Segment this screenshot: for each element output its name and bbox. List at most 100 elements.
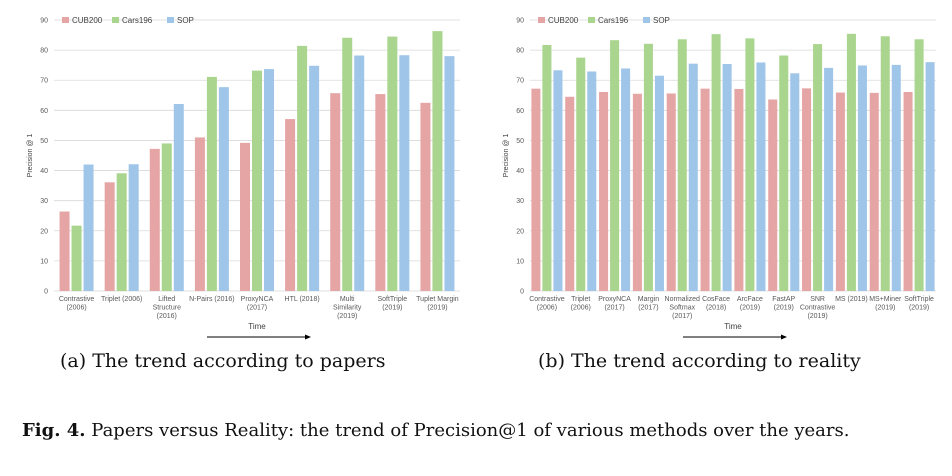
- chart-b-xtick-label: (2017): [638, 305, 658, 312]
- chart-b-xtick-label: Softmax: [669, 305, 695, 312]
- chart-a-ytick-label: 0: [44, 289, 48, 296]
- chart-a-bar-sop-6: [354, 55, 365, 291]
- chart-b-bar-sop-11: [925, 62, 935, 292]
- chart-a-bar-sop-1: [128, 164, 139, 291]
- chart-a-bar-cars196-2: [161, 143, 172, 291]
- chart-b-bar-cub200-9: [835, 92, 845, 291]
- figure-caption-label: Fig. 4.: [22, 420, 86, 441]
- chart-b-xtick-label: Contrastive: [800, 305, 836, 312]
- chart-b-legend-label: Cars196: [598, 16, 629, 25]
- chart-b-ytick-label: 70: [516, 78, 524, 85]
- chart-b-ylabel: Precision @ 1: [503, 134, 510, 178]
- chart-a-bar-cub200-2: [149, 148, 160, 291]
- chart-b-bar-cars196-1: [576, 57, 586, 292]
- chart-a-xtick-label: SoftTriple: [377, 296, 407, 303]
- chart-a-bar-cub200-4: [240, 142, 250, 291]
- chart-a-bar-sop-7: [399, 55, 410, 292]
- chart-a-xtick-label: N-Pairs (2016): [189, 296, 235, 303]
- chart-b-ytick-label: 10: [516, 258, 524, 265]
- chart-b-bar-sop-3: [654, 75, 664, 291]
- chart-b-xtick-label: (2006): [537, 305, 557, 312]
- chart-b-bar-sop-5: [722, 63, 732, 292]
- chart-b-bar-cub200-7: [768, 99, 778, 291]
- chart-b-ytick-label: 50: [516, 138, 524, 145]
- chart-b-legend-swatch-cars196: [588, 17, 595, 23]
- chart-b-legend-swatch-cub200: [538, 17, 545, 23]
- chart-b-xtick-label: SoftTriple: [904, 296, 934, 303]
- chart-b-bar-cub200-11: [903, 91, 913, 292]
- chart-a-xtick-label: Lifted: [158, 296, 175, 303]
- chart-a-bar-cars196-6: [342, 37, 353, 291]
- chart-a-bar-sop-2: [173, 104, 184, 291]
- chart-b-ytick-label: 30: [516, 198, 524, 205]
- chart-b-bar-sop-10: [891, 64, 901, 291]
- chart-a-ytick-label: 30: [40, 198, 48, 205]
- chart-a-legend-swatch-sop: [167, 17, 174, 23]
- chart-b-bar-cub200-1: [565, 96, 575, 292]
- chart-a-xtick-label: (2016): [157, 313, 177, 320]
- chart-a-xtick-label: (2019): [337, 313, 357, 320]
- chart-b-bar-cub200-0: [531, 88, 541, 291]
- chart-b-bar-sop-8: [824, 67, 834, 291]
- chart-b-ytick-label: 90: [516, 18, 524, 25]
- chart-b-xtick-label: Normalized: [665, 296, 701, 303]
- chart-a-xtick-label: Triplet (2006): [101, 296, 142, 303]
- chart-a-xtick-label: Structure: [153, 305, 182, 312]
- chart-b-time-arrow-head: [781, 334, 787, 340]
- chart-b-xlabel: Time: [724, 322, 742, 331]
- chart-a-xtick-label: (2019): [382, 305, 402, 312]
- chart-reality: 0 10 20 30 40 50 60 70 80 90 Precision @ 1 Contrast…: [484, 8, 944, 353]
- chart-b-legend-label: SOP: [653, 16, 670, 25]
- chart-a-bar-cub200-5: [285, 119, 296, 291]
- chart-b-bar-cars196-8: [813, 44, 823, 291]
- chart-a-bar-cub200-6: [330, 93, 341, 291]
- chart-b-bar-cub200-8: [802, 88, 812, 291]
- chart-a-legend-swatch-cars196: [112, 17, 119, 23]
- chart-b-bar-cars196-2: [610, 40, 620, 292]
- chart-b-legend-label: CUB200: [548, 16, 579, 25]
- chart-b-bar-cars196-5: [711, 34, 721, 291]
- chart-b-legend-swatch-sop: [643, 17, 650, 23]
- chart-papers-svg: 0 10 20 30 40 50 60 70 80 90 Precision @ 1 Contrast…: [27, 16, 460, 340]
- chart-b-xtick-label: ProxyNCA: [598, 296, 631, 303]
- chart-b-bar-sop-2: [621, 68, 631, 292]
- chart-a-bar-cub200-8: [420, 102, 431, 291]
- chart-a-legend-swatch-cub200: [62, 17, 69, 23]
- chart-b-bar-cars196-10: [880, 36, 890, 291]
- chart-a-ytick-label: 10: [40, 258, 48, 265]
- chart-b-bar-cars196-4: [677, 39, 687, 291]
- chart-b-xtick-label: (2018): [706, 305, 726, 312]
- chart-a-bar-sop-5: [309, 65, 320, 291]
- chart-b-xtick-label: FastAP: [772, 296, 795, 303]
- chart-b-bar-cub200-10: [869, 92, 879, 291]
- chart-a-bar-cars196-5: [297, 45, 308, 292]
- chart-a-ytick-label: 80: [40, 48, 48, 55]
- chart-a-ytick-label: 60: [40, 108, 48, 115]
- chart-b-bar-cub200-2: [599, 91, 609, 292]
- chart-a-xtick-label: Similarity: [333, 305, 362, 312]
- chart-a-bar-cub200-3: [194, 137, 205, 291]
- chart-a-legend-label: SOP: [177, 16, 194, 25]
- subcaption-a: (a) The trend according to papers: [60, 350, 386, 372]
- chart-b-bar-sop-9: [857, 65, 867, 291]
- chart-b-ytick-label: 0: [520, 289, 524, 296]
- chart-b-bar-cub200-5: [700, 88, 710, 291]
- chart-a-bar-sop-8: [444, 56, 455, 292]
- chart-b-xtick-label: (2019): [875, 305, 895, 312]
- chart-b-bar-cars196-0: [542, 44, 552, 292]
- chart-b-bar-cub200-4: [666, 93, 676, 292]
- chart-a-xtick-label: Contrastive: [59, 296, 95, 303]
- chart-papers: 0 10 20 30 40 50 60 70 80 90 Precision @ 1 Contrast…: [8, 8, 468, 353]
- chart-b-bar-cars196-11: [914, 39, 924, 291]
- chart-b-xtick-label: Triplet: [571, 296, 590, 303]
- chart-b-bar-cars196-7: [779, 55, 789, 291]
- chart-b-xtick-label: Margin: [638, 296, 660, 303]
- chart-b-xtick-label: ArcFace: [737, 296, 763, 303]
- chart-a-bar-cars196-7: [387, 36, 398, 291]
- chart-b-bar-cars196-3: [643, 43, 653, 291]
- chart-a-legend-label: CUB200: [72, 16, 103, 25]
- chart-a-bar-cub200-1: [104, 182, 115, 291]
- subcaption-b: (b) The trend according to reality: [538, 350, 861, 372]
- chart-a-bar-cars196-0: [71, 225, 82, 291]
- chart-b-ytick-label: 20: [516, 228, 524, 235]
